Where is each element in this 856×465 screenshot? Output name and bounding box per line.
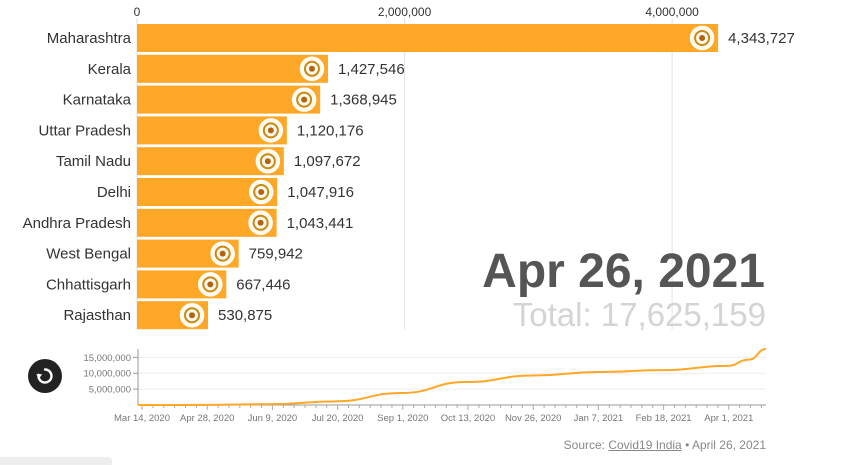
emblem-ring	[184, 307, 201, 324]
emblem-center	[207, 281, 214, 288]
mini-y-tick-label: 10,000,000	[83, 369, 131, 380]
value-label: 530,875	[218, 307, 272, 324]
bar-x-axis: 0 2,000,000 4,000,000	[134, 5, 699, 19]
category-label: Andhra Pradesh	[23, 215, 131, 232]
mini-x-tick-label: Sep 1, 2020	[377, 413, 428, 424]
emblem-ring	[259, 153, 276, 170]
bar-row: Tamil Nadu 1,097,672	[56, 147, 361, 176]
bar-row: Maharashtra 4,343,727	[47, 24, 795, 52]
delhi-emblem-icon	[248, 179, 274, 205]
emblem-ring	[694, 30, 711, 46]
value-label: 1,368,945	[330, 92, 397, 109]
emblem-center	[267, 127, 274, 134]
andhra-pradesh-emblem-icon	[248, 210, 273, 236]
source-note: Source: Covid19 India • April 26, 2021	[564, 438, 766, 452]
x-tick-label: 2,000,000	[378, 5, 432, 19]
category-label: Rajasthan	[63, 307, 131, 324]
category-label: Delhi	[97, 184, 131, 201]
value-label: 1,427,546	[338, 61, 405, 78]
emblem-ring	[253, 184, 270, 200]
mini-y-tick-label: 15,000,000	[83, 353, 131, 364]
bar-row: Chhattisgarh 667,446	[46, 270, 291, 299]
value-label: 1,043,441	[287, 215, 354, 232]
emblem-center	[308, 65, 315, 72]
category-label: Chhattisgarh	[46, 276, 131, 293]
category-label: Uttar Pradesh	[38, 122, 131, 139]
emblem-ring	[202, 276, 219, 293]
emblem-center	[257, 219, 264, 226]
value-label: 759,942	[249, 246, 303, 263]
mini-x-tick-label: Apr 28, 2020	[180, 413, 234, 424]
category-label: West Bengal	[46, 246, 131, 263]
mini-x-tick-label: Apr 1, 2021	[704, 413, 753, 424]
x-tick-label: 4,000,000	[645, 5, 699, 19]
category-label: Karnataka	[63, 92, 132, 109]
scroll-handle[interactable]	[0, 457, 112, 465]
bar-row: Kerala 1,427,546	[88, 54, 405, 83]
bar-row: West Bengal 759,942	[46, 239, 303, 268]
value-label: 1,047,916	[287, 184, 354, 201]
mini-x-tick-label: Mar 14, 2020	[114, 413, 170, 424]
mini-x-tick-label: Feb 18, 2021	[636, 413, 692, 424]
value-label: 1,097,672	[294, 153, 361, 170]
bar-row: Andhra Pradesh 1,043,441	[23, 208, 354, 237]
bar	[137, 54, 328, 83]
value-label: 4,343,727	[728, 30, 795, 47]
mini-x-tick-label: Jul 20, 2020	[312, 413, 364, 424]
emblem-ring	[296, 91, 313, 108]
emblem-center	[301, 96, 308, 103]
emblem-center	[264, 158, 271, 165]
mini-x-tick-label: Oct 13, 2020	[441, 413, 495, 424]
category-label: Maharashtra	[47, 30, 132, 47]
source-link[interactable]: Covid19 India	[608, 438, 682, 452]
bar-series: Maharashtra 4,343,727 Kerala 1,427,546 Karna…	[23, 24, 795, 330]
emblem-ring	[262, 122, 279, 139]
source-suffix: • April 26, 2021	[681, 438, 766, 452]
timeline-line	[137, 348, 767, 406]
mini-y-tick-label: 5,000,000	[89, 385, 131, 396]
emblem-center	[189, 312, 196, 319]
category-label: Tamil Nadu	[56, 153, 131, 170]
bar-row: Delhi 1,047,916	[97, 178, 354, 206]
maharashtra-emblem-icon	[689, 25, 715, 51]
mini-x-tick-label: Jun 9, 2020	[248, 413, 298, 424]
replay-button[interactable]	[28, 359, 62, 393]
current-date-label: Apr 26, 2021	[482, 245, 765, 298]
uttar-pradesh-emblem-icon	[258, 118, 284, 143]
emblem-center	[219, 250, 226, 257]
bar-row: Uttar Pradesh 1,120,176	[38, 116, 364, 145]
source-prefix: Source:	[563, 438, 609, 452]
rajasthan-emblem-icon	[179, 302, 205, 328]
bar	[137, 85, 321, 114]
tamil-nadu-emblem-icon	[255, 148, 281, 174]
bar-row: Rajasthan 530,875	[63, 301, 272, 330]
mini-x-tick-label: Jan 7, 2021	[574, 413, 624, 424]
replay-icon	[36, 368, 53, 384]
value-label: 667,446	[236, 276, 290, 293]
bar	[137, 24, 719, 52]
timeline-chart: 5,000,000 10,000,000 15,000,000 Mar 14, 202…	[83, 348, 767, 424]
mini-x-tick-label: Nov 26, 2020	[505, 413, 562, 424]
value-label: 1,120,176	[297, 122, 364, 139]
kerala-emblem-icon	[299, 56, 325, 82]
category-label: Kerala	[88, 61, 132, 78]
karnataka-emblem-icon	[291, 87, 317, 112]
x-tick-label: 0	[134, 5, 141, 19]
emblem-ring	[252, 214, 269, 231]
bar-row: Karnataka 1,368,945	[63, 85, 397, 114]
chhattisgarh-emblem-icon	[198, 272, 223, 297]
emblem-center	[699, 35, 706, 41]
west-bengal-emblem-icon	[210, 241, 235, 266]
total-label: Total: 17,625,159	[513, 296, 766, 333]
emblem-ring	[214, 245, 231, 262]
emblem-center	[258, 189, 265, 195]
emblem-ring	[303, 60, 320, 77]
